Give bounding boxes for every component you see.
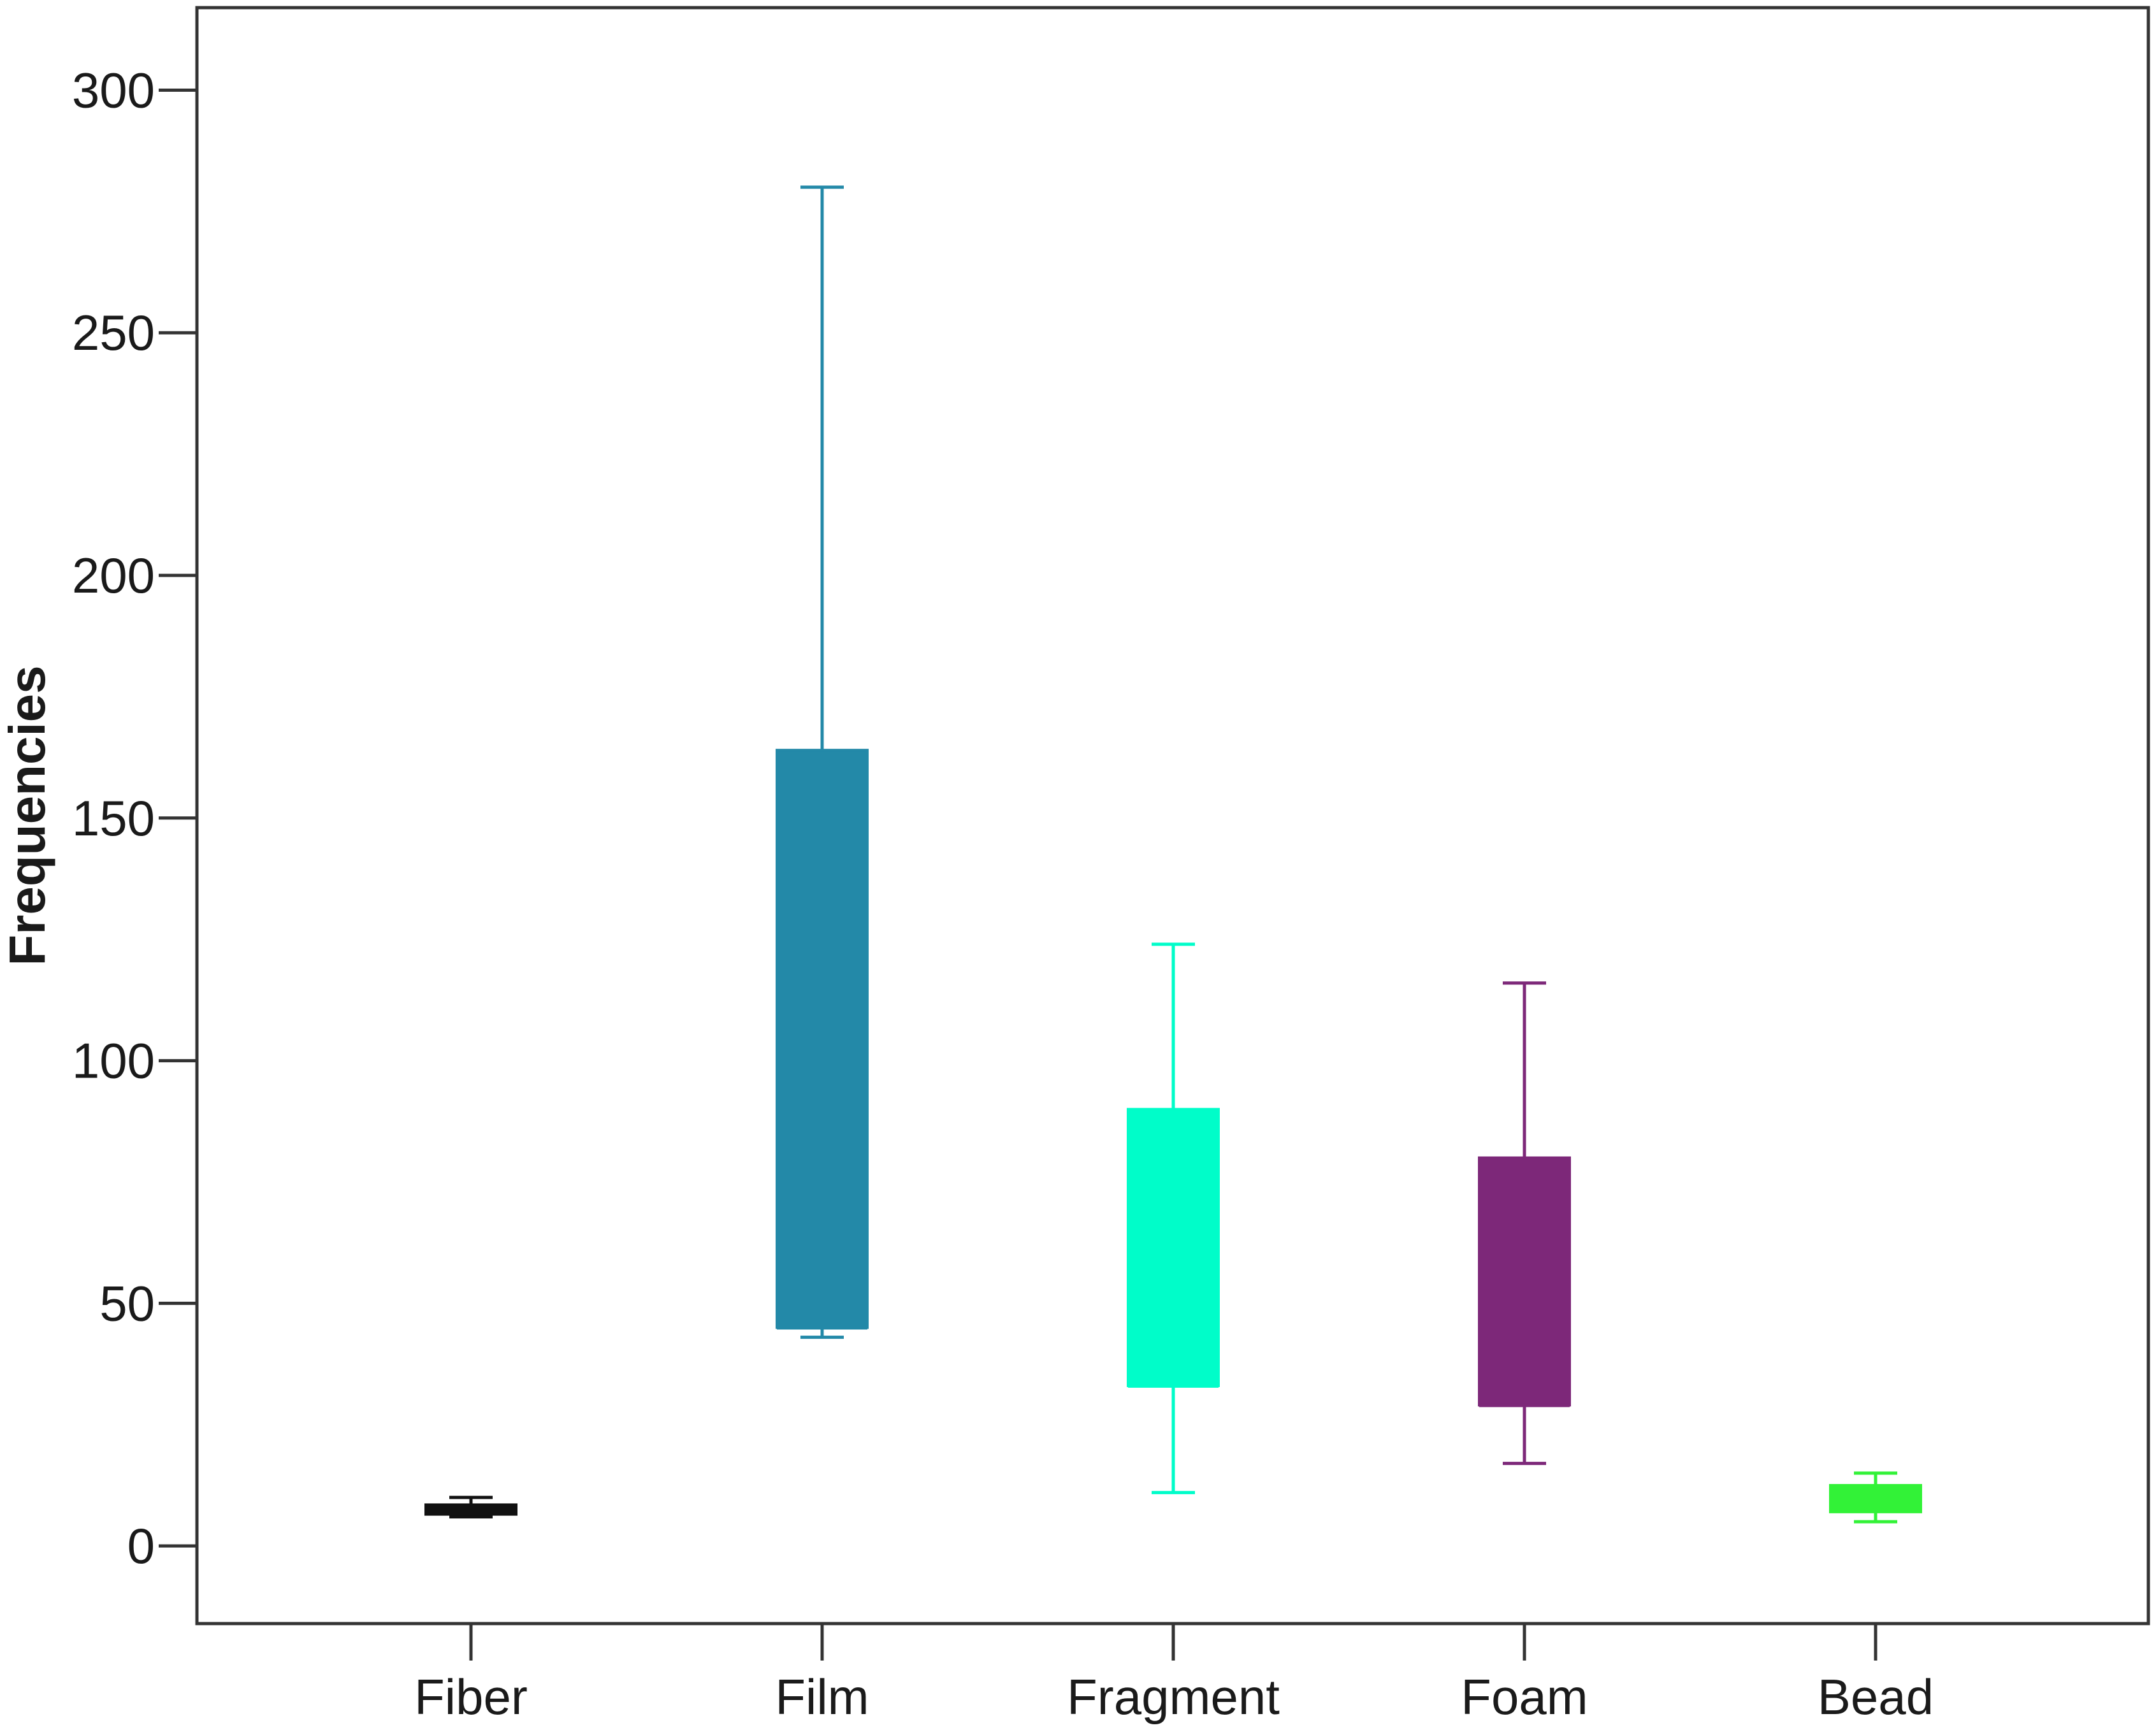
x-tick-label: Bead bbox=[1818, 1669, 1934, 1725]
y-tick-label: 250 bbox=[72, 305, 155, 361]
x-tick-label: Fiber bbox=[414, 1669, 528, 1725]
y-axis-title: Frequencies bbox=[0, 665, 55, 965]
y-tick-label: 300 bbox=[72, 62, 155, 118]
y-tick-label: 0 bbox=[127, 1518, 155, 1574]
y-tick-label: 200 bbox=[72, 547, 155, 603]
box-body bbox=[776, 749, 869, 1329]
x-axis: Fiber Film Fragment Foam Bead bbox=[414, 1624, 1934, 1725]
x-tick-label: Film bbox=[775, 1669, 869, 1725]
box-body bbox=[1478, 1156, 1571, 1407]
y-tick-label: 100 bbox=[72, 1033, 155, 1089]
box-fiber bbox=[424, 1496, 517, 1518]
y-axis: 0 50 100 150 200 250 300 bbox=[72, 62, 197, 1574]
boxes bbox=[424, 185, 1922, 1524]
box-fragment bbox=[1127, 942, 1220, 1494]
y-tick-label: 150 bbox=[72, 790, 155, 846]
box-body bbox=[1127, 1107, 1220, 1387]
box-bead bbox=[1829, 1471, 1922, 1524]
y-tick-label: 50 bbox=[99, 1275, 155, 1331]
box-film bbox=[776, 185, 869, 1339]
x-tick-label: Foam bbox=[1461, 1669, 1588, 1725]
x-tick-label: Fragment bbox=[1067, 1669, 1280, 1725]
box-foam bbox=[1478, 981, 1571, 1466]
